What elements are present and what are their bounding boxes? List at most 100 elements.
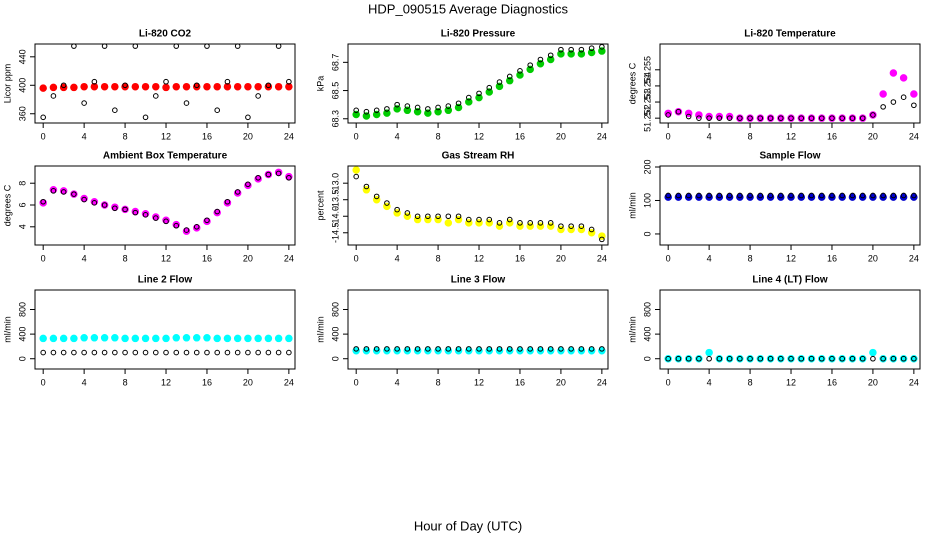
data-point [517,346,523,352]
data-point [152,215,159,221]
y-axis-label: ml/min [315,316,325,343]
data-point [71,43,77,49]
data-point [747,115,753,121]
x-tick-label: 0 [354,131,359,141]
data-point [767,355,774,362]
data-point [808,192,815,199]
data-point [425,106,431,112]
y-tick-label: 68.7 [330,54,340,72]
data-point [214,208,221,215]
panel-title: Li-820 CO2 [139,29,192,40]
data-point [373,346,380,352]
data-point [455,346,462,352]
data-point [224,198,231,205]
data-point [434,107,442,116]
x-tick-label: 12 [474,253,484,263]
data-point [50,188,57,194]
data-point [767,192,774,199]
data-point [859,355,866,362]
data-point [264,82,273,91]
data-point [757,115,764,121]
x-tick-label: 16 [515,253,525,263]
panel-title: Line 3 Flow [451,275,506,286]
x-tick-label: 4 [707,253,712,263]
data-point [265,349,272,356]
x-tick-label: 8 [748,253,753,263]
data-point [787,193,795,201]
data-point [353,346,359,352]
x-tick-label: 20 [243,377,253,387]
data-point [182,334,191,342]
x-tick-label: 0 [666,131,671,141]
data-point [537,346,544,352]
data-point [527,346,534,352]
data-point [495,82,504,91]
data-point [254,334,262,343]
data-point [122,206,128,213]
data-point [737,355,743,362]
data-point [286,78,292,85]
data-point [798,115,805,121]
data-point [839,192,846,199]
data-point [162,334,170,343]
data-point [383,109,391,117]
data-point [363,346,370,352]
data-point [788,115,794,121]
data-point [224,349,231,356]
y-axis-label: degrees C [2,184,12,226]
data-point [445,213,452,220]
data-point [910,90,918,98]
data-point [777,193,785,201]
data-point [275,43,282,49]
data-point [788,192,794,199]
panel-title: Gas Stream RH [442,151,515,162]
data-point [849,192,856,199]
data-point [588,346,595,352]
data-point [285,334,293,343]
y-tick-label: 51.253 [642,88,652,116]
data-point [496,220,503,226]
data-point [445,103,452,109]
y-tick-label: 800 [330,302,340,317]
data-point [664,193,672,201]
data-point [558,346,564,352]
data-point [675,108,682,115]
data-point [394,206,400,213]
plot-frame [347,165,609,246]
data-point [404,346,411,352]
data-point [879,193,887,201]
data-point [476,346,482,352]
x-tick-label: 8 [436,253,441,263]
data-point [141,334,150,343]
data-point [547,220,554,226]
data-point [737,115,743,121]
data-point [193,349,200,356]
x-tick-label: 4 [82,131,87,141]
data-point [80,82,88,91]
data-point [517,68,523,74]
data-point [455,213,462,220]
data-point [214,107,221,113]
y-tick-label: -14.0 [330,206,340,227]
y-tick-label: 8 [17,181,27,186]
data-point [568,46,574,53]
x-tick-label: 4 [82,253,87,263]
x-tick-label: 16 [827,377,837,387]
data-point [373,193,380,200]
data-point [204,43,210,49]
x-tick-label: 8 [748,377,753,387]
y-tick-label: -14.5 [330,223,340,244]
data-point [455,100,462,107]
data-point [696,192,702,199]
data-point [900,94,907,101]
data-point [352,110,360,119]
y-tick-label: 360 [17,106,27,121]
x-axis-label: Hour of Day (UTC) [414,518,522,533]
data-point [859,115,866,121]
data-point [578,223,585,229]
data-point [685,113,692,120]
x-tick-label: 12 [161,253,171,263]
y-tick-label: 0 [642,356,652,361]
data-point [705,112,713,121]
